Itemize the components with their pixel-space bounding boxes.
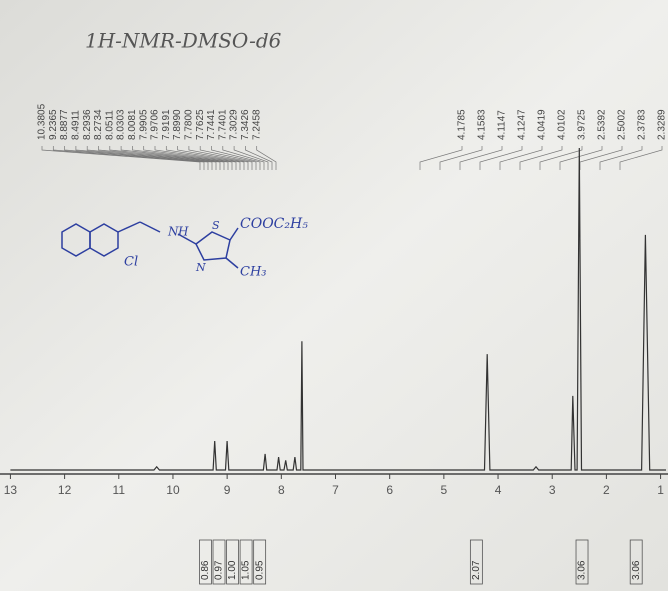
peak-label: 7.8990 [172, 109, 183, 140]
x-tick-label: 5 [441, 483, 448, 497]
structure-label: COOC₂H₅ [240, 216, 308, 232]
integral-label: 1.00 [227, 560, 238, 580]
peak-label: 4.0102 [557, 109, 568, 140]
x-tick-label: 6 [386, 483, 393, 497]
peak-label: 4.1247 [517, 109, 528, 140]
peak-label: 7.9905 [138, 109, 149, 140]
x-tick-label: 4 [495, 483, 502, 497]
peak-label: 4.1583 [477, 109, 488, 140]
peak-label: 2.3289 [657, 109, 668, 140]
x-tick-label: 10 [166, 483, 180, 497]
structure-label: H [177, 225, 189, 239]
integral-label: 0.97 [214, 560, 225, 580]
peak-label: 8.8877 [59, 109, 70, 140]
peak-label: 8.0303 [116, 109, 127, 140]
peak-label: 8.0081 [127, 109, 138, 140]
peak-label: 7.3426 [240, 109, 251, 140]
chart: 1H-NMR-DMSO-d6 N H S COOC₂H₅ Cl N CH₃ 13… [0, 0, 668, 591]
peak-label: 2.5392 [597, 109, 608, 140]
peak-label: 7.3029 [229, 109, 240, 140]
peak-label: 7.9191 [161, 109, 172, 140]
x-tick-label: 13 [4, 483, 18, 497]
peak-label: 8.0511 [104, 110, 115, 140]
x-tick-label: 11 [113, 483, 126, 497]
peak-label: 4.1147 [497, 110, 508, 140]
integral-label: 3.06 [631, 560, 642, 580]
structure-label: Cl [124, 255, 138, 270]
x-tick-label: 7 [332, 483, 339, 497]
peak-label: 9.2365 [48, 109, 59, 140]
x-tick-label: 3 [549, 483, 556, 497]
peak-label: 7.7401 [217, 109, 228, 140]
chart-title: 1H-NMR-DMSO-d6 [85, 29, 282, 53]
peak-label: 8.2936 [82, 109, 93, 140]
x-tick-label: 9 [224, 483, 231, 497]
peak-label: 2.5002 [617, 109, 628, 140]
integral-label: 3.06 [577, 560, 588, 580]
peak-label: 4.1785 [457, 109, 468, 140]
paper [0, 0, 668, 591]
x-tick-label: 2 [603, 483, 610, 497]
integral-label: 2.07 [471, 560, 482, 580]
structure-label: N [195, 261, 206, 274]
integral-label: 1.05 [241, 560, 252, 580]
peak-label: 7.7800 [184, 109, 195, 140]
peak-label: 4.0419 [537, 109, 548, 140]
x-tick-label: 1 [657, 483, 664, 497]
integral-label: 0.86 [200, 560, 211, 580]
peak-label: 7.7625 [195, 109, 206, 140]
peak-label: 8.2734 [93, 109, 104, 140]
peak-label: 7.7441 [206, 109, 217, 140]
peak-label: 2.3783 [637, 109, 648, 140]
peak-label: 7.9706 [150, 109, 161, 140]
peak-label: 7.2458 [251, 109, 262, 140]
peak-label: 8.4911 [71, 110, 82, 140]
peak-label: 10.3805 [37, 103, 48, 140]
x-tick-label: 12 [58, 483, 72, 497]
peak-label: 3.9725 [577, 109, 588, 140]
x-tick-label: 8 [278, 483, 285, 497]
structure-label: S [212, 219, 220, 232]
integral-label: 0.95 [254, 560, 265, 580]
structure-label: CH₃ [240, 265, 267, 280]
